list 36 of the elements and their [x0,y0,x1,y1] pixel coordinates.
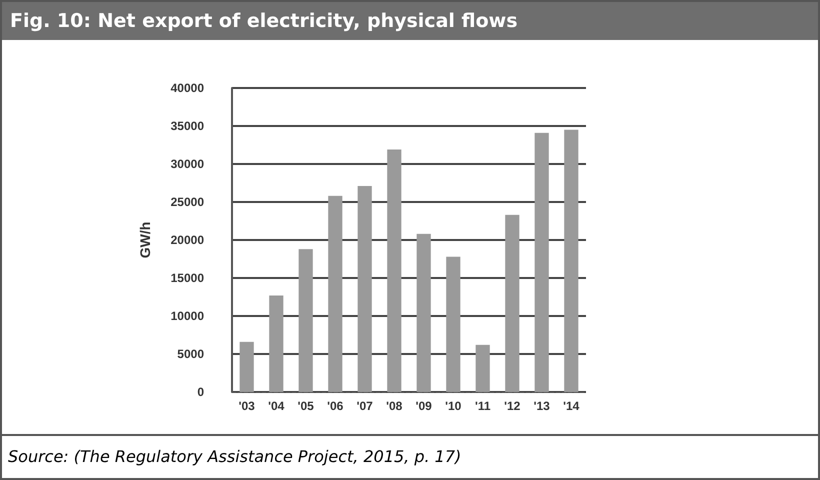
x-tick-label: '04 [268,399,285,413]
bar [269,295,284,392]
y-tick-label: 0 [197,385,204,399]
x-tick-label: '07 [356,399,374,413]
bar [240,342,254,392]
bar [298,249,313,392]
bar [446,256,460,392]
x-tick-label: '10 [445,399,462,413]
source-note: Source: (The Regulatory Assistance Project, 2015, p. 17) [2,434,818,478]
bar [416,234,431,392]
x-tick-label: '08 [386,399,403,413]
y-tick-label: 25000 [170,195,204,209]
x-tick-label: '12 [504,399,521,413]
bar [534,132,549,392]
y-tick-label: 20000 [170,233,204,247]
y-axis-title: GW/h [137,222,153,258]
y-tick-label: 40000 [170,81,204,95]
y-tick-label: 5000 [177,347,204,361]
x-tick-label: '03 [238,399,256,413]
bar [564,130,578,392]
x-tick-label: '14 [563,399,580,413]
y-tick-label: 10000 [170,309,204,323]
x-tick-label: '11 [474,399,491,413]
x-tick-label: '13 [534,399,550,413]
x-tick-label: '06 [327,399,344,413]
y-tick-label: 35000 [170,119,204,133]
y-tick-label: 30000 [170,157,204,171]
bar [358,186,372,392]
x-tick-label: '05 [298,399,314,413]
y-tick-label: 15000 [170,271,204,285]
chart-title: Fig. 10: Net export of electricity, physical flows [2,2,818,40]
bar [387,150,402,392]
bar [328,196,342,392]
x-tick-label: '09 [416,399,432,413]
bar [505,214,520,392]
bar [476,344,490,392]
